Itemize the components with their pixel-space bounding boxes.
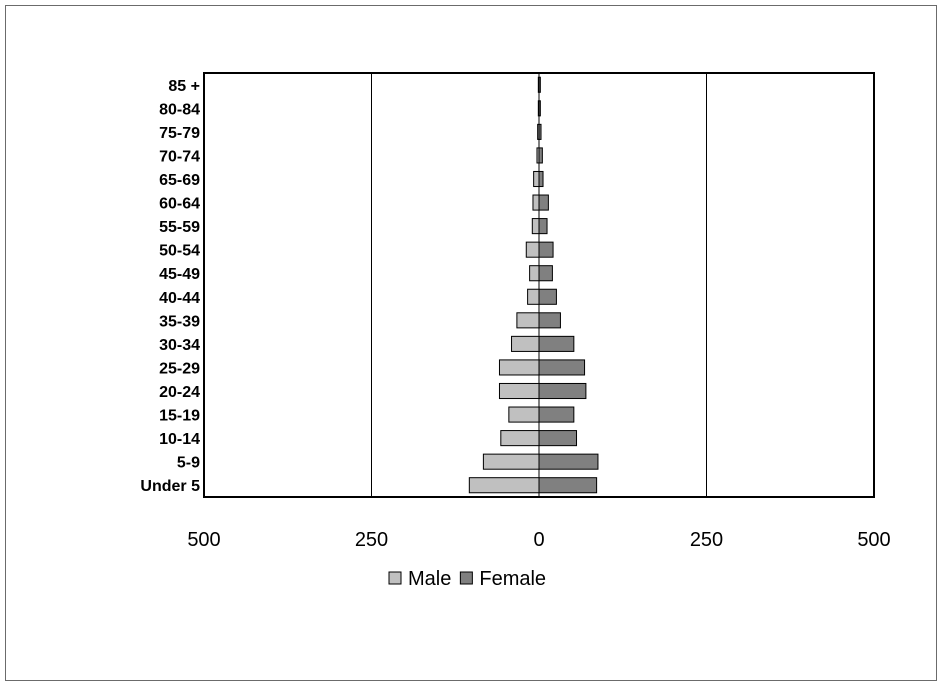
x-tick-label: 500 (857, 529, 890, 551)
category-label: 50-54 (159, 243, 200, 260)
category-label: 45-49 (159, 266, 200, 283)
category-label: 10-14 (159, 431, 200, 448)
bar-female-6 (538, 335, 575, 352)
bar-female-12 (538, 194, 549, 211)
bar-female-9 (538, 265, 553, 282)
x-axis-tick-labels: 500 250 0 250 500 (187, 529, 890, 551)
bar-male-6 (511, 335, 540, 352)
category-label: 75-79 (159, 125, 200, 142)
bar-male-11 (531, 218, 540, 235)
legend-label-male: Male (408, 568, 451, 590)
bar-male-10 (525, 241, 540, 258)
category-labels: Under 5 5-9 10-14 15-19 20-24 25-29 30-34 35-39… (140, 78, 200, 495)
bar-male-5 (498, 359, 540, 376)
category-label: 5-9 (177, 455, 200, 472)
x-tick-label: 0 (533, 529, 544, 551)
bar-male-0 (468, 477, 540, 494)
bar-female-11 (538, 218, 548, 235)
bar-female-14 (538, 147, 543, 164)
category-label: 85 + (168, 78, 200, 95)
category-label: 30-34 (159, 337, 200, 354)
bar-male-12 (532, 194, 540, 211)
category-label: 70-74 (159, 148, 200, 165)
bar-female-10 (538, 241, 554, 258)
bar-female-7 (538, 312, 561, 329)
legend: Male Female (388, 568, 546, 590)
bars (468, 73, 599, 497)
bar-male-13 (533, 170, 540, 188)
bar-female-8 (538, 288, 557, 305)
category-label: Under 5 (140, 478, 200, 495)
bar-female-3 (538, 406, 575, 423)
bar-female-13 (538, 170, 544, 188)
bar-female-4 (538, 382, 587, 400)
legend-swatch-male (388, 571, 402, 585)
chart-frame (5, 5, 937, 681)
bar-male-9 (529, 265, 540, 282)
x-tick-label: 250 (355, 529, 388, 551)
bar-male-2 (500, 430, 540, 447)
bar-female-2 (538, 430, 578, 447)
bar-male-7 (516, 312, 540, 329)
bar-male-4 (498, 382, 540, 400)
category-label: 20-24 (159, 384, 200, 401)
legend-swatch-female (459, 571, 473, 585)
category-label: 60-64 (159, 196, 200, 213)
bar-female-5 (538, 359, 586, 376)
category-label: 35-39 (159, 313, 200, 330)
bar-female-1 (538, 453, 599, 470)
x-tick-label: 500 (187, 529, 220, 551)
category-label: 25-29 (159, 360, 200, 377)
category-label: 80-84 (159, 101, 200, 118)
bar-male-1 (482, 453, 540, 470)
x-tick-label: 250 (690, 529, 723, 551)
category-label: 55-59 (159, 219, 200, 236)
bar-male-3 (508, 406, 540, 423)
category-label: 15-19 (159, 408, 200, 425)
category-label: 40-44 (159, 290, 200, 307)
legend-label-female: Female (479, 568, 546, 590)
bar-female-0 (538, 477, 598, 494)
bar-male-8 (527, 288, 540, 305)
category-label: 65-69 (159, 172, 200, 189)
